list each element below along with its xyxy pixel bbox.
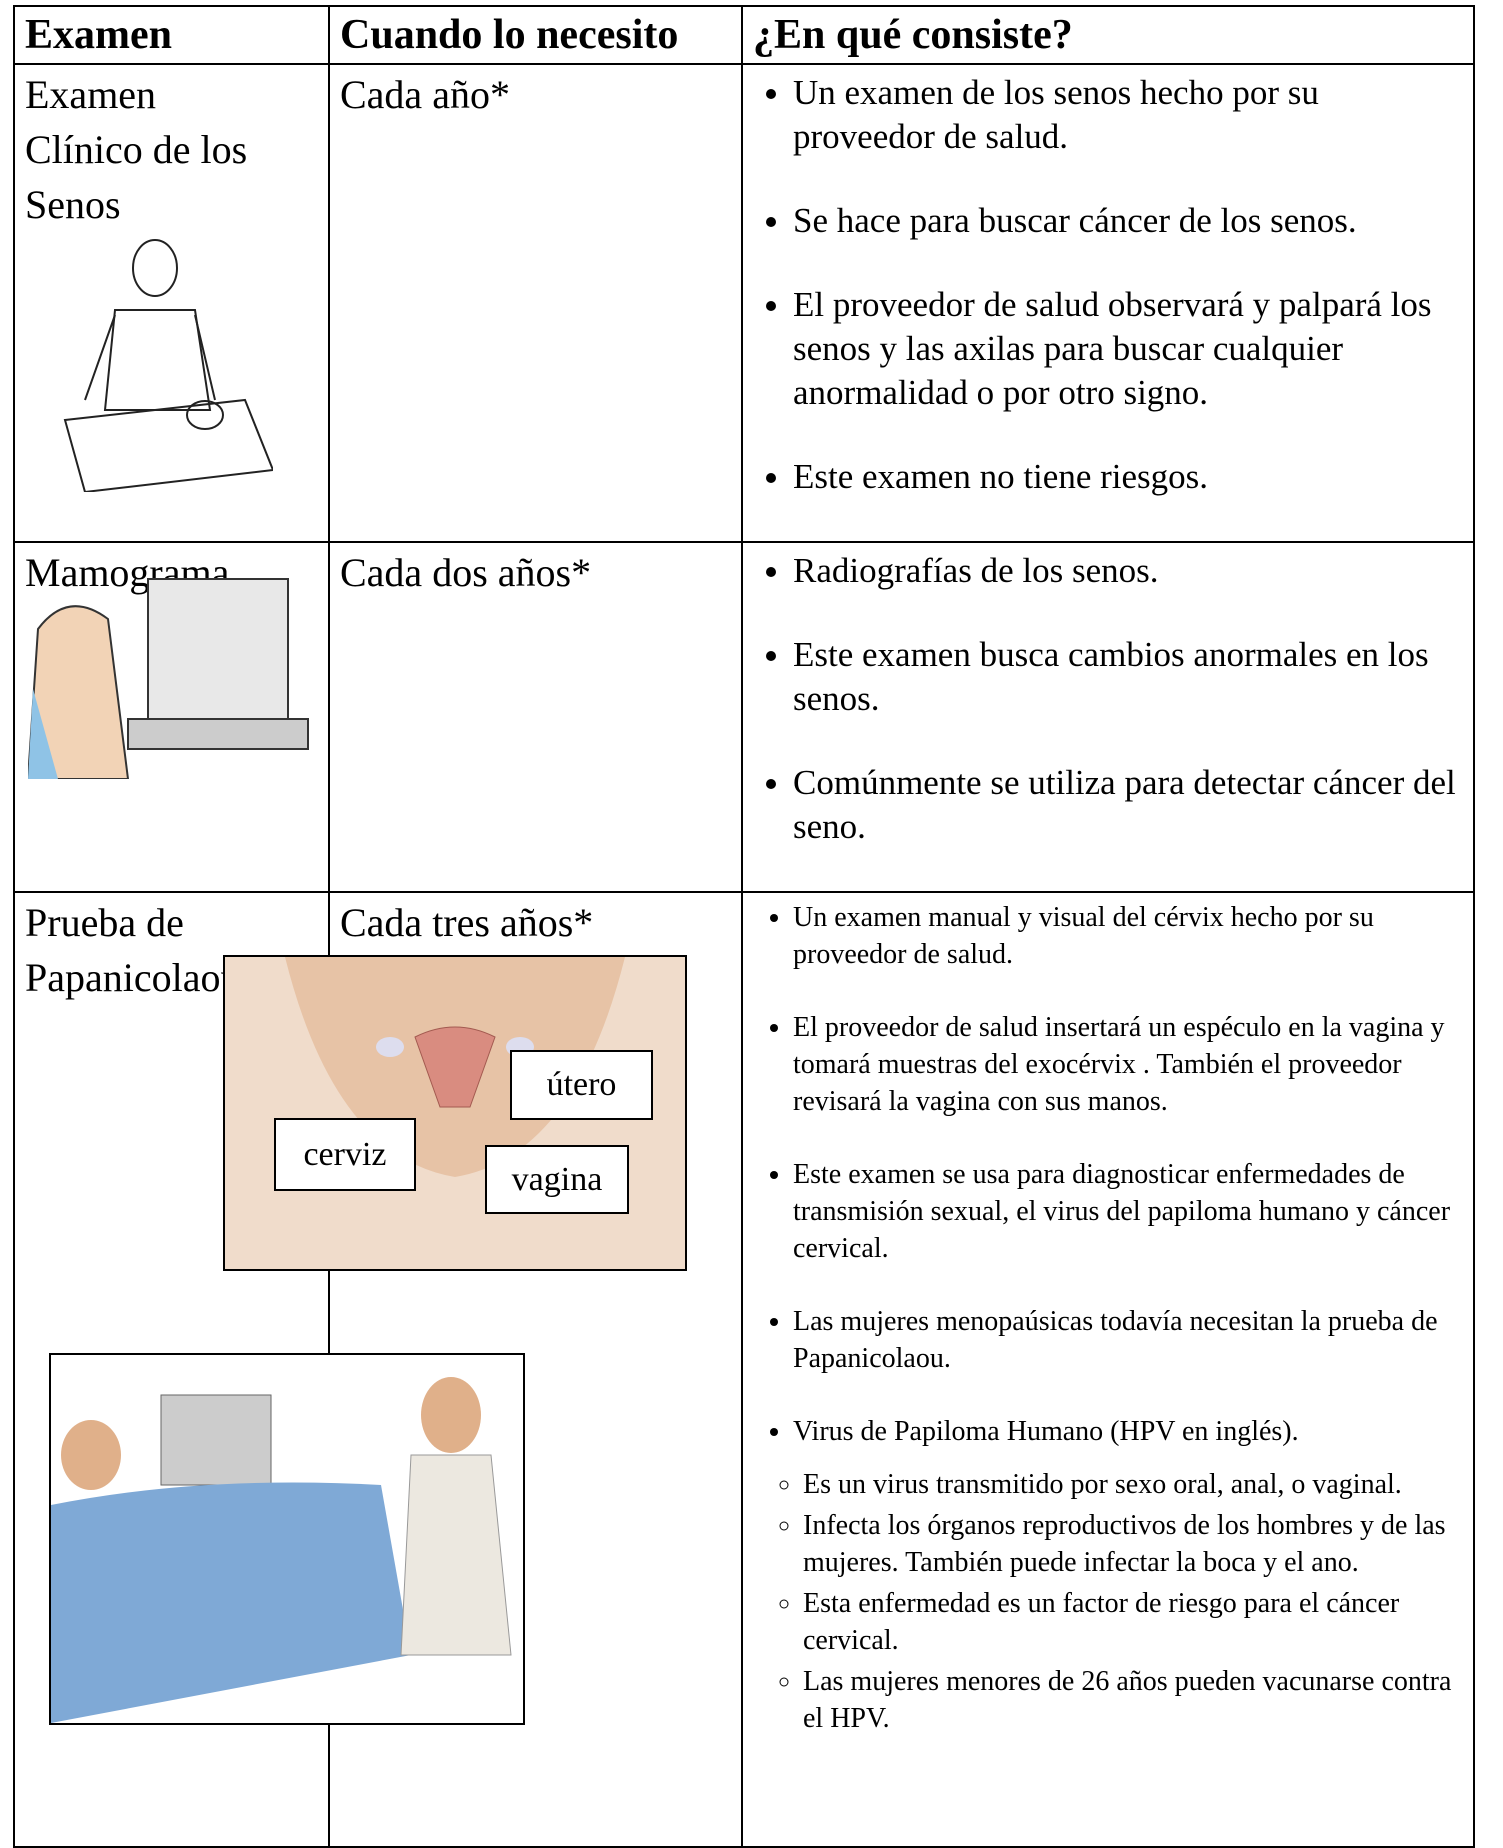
bullet-list: Un examen de los senos hecho por su prov… bbox=[753, 71, 1463, 499]
pelvic-exam-illustration bbox=[49, 1353, 525, 1725]
bullet: Un examen manual y visual del cérvix hec… bbox=[793, 899, 1463, 973]
bullet: Las mujeres menopaúsicas todavía necesit… bbox=[793, 1303, 1463, 1377]
bullet: El proveedor de salud observará y palpar… bbox=[793, 283, 1463, 415]
diagram-label: cerviz bbox=[274, 1118, 416, 1191]
row: Mamograma Cada dos años* Radiografías de… bbox=[13, 541, 1475, 893]
bullet: Un examen de los senos hecho por su prov… bbox=[793, 71, 1463, 159]
frequency-cell: Cada año* bbox=[328, 63, 743, 543]
row: Examen Clínico de los Senos Cada año* Un e… bbox=[13, 63, 1475, 543]
description-cell: Radiografías de los senos. Este examen b… bbox=[741, 541, 1475, 893]
bullet: Este examen busca cambios anormales en l… bbox=[793, 633, 1463, 721]
exam-line: Examen bbox=[25, 72, 157, 117]
bullet: Este examen no tiene riesgos. bbox=[793, 455, 1463, 499]
breast-exam-illustration bbox=[63, 239, 273, 492]
diagram-label: vagina bbox=[485, 1145, 629, 1214]
bullet: Este examen se usa para diagnosticar enf… bbox=[793, 1156, 1463, 1267]
exam-table: Examen Cuando lo necesito ¿En qué consis… bbox=[13, 5, 1475, 1848]
sub-bullet-list: Es un virus transmitido por sexo oral, a… bbox=[753, 1466, 1463, 1737]
header-cell: Cuando lo necesito bbox=[328, 5, 743, 65]
bullet: Virus de Papiloma Humano (HPV en inglés)… bbox=[793, 1413, 1463, 1450]
sub-bullet: Esta enfermedad es un factor de riesgo p… bbox=[803, 1585, 1463, 1659]
bullet-list: Radiografías de los senos. Este examen b… bbox=[753, 549, 1463, 849]
exam-line: Prueba de bbox=[25, 900, 184, 945]
exam-line: Papanicolaou bbox=[25, 955, 241, 1000]
mammogram-illustration bbox=[28, 578, 309, 779]
header-row: Examen Cuando lo necesito ¿En qué consis… bbox=[13, 5, 1475, 65]
sub-bullet: Infecta los órganos reproductivos de los… bbox=[803, 1507, 1463, 1581]
exam-line: Clínico de los bbox=[25, 127, 248, 172]
frequency-cell: Cada dos años* bbox=[328, 541, 743, 893]
page: Examen Cuando lo necesito ¿En qué consis… bbox=[0, 0, 1503, 1751]
sub-bullet: Las mujeres menores de 26 años pueden va… bbox=[803, 1663, 1463, 1737]
diagram-label: útero bbox=[510, 1050, 653, 1120]
bullet: Se hace para buscar cáncer de los senos. bbox=[793, 199, 1463, 243]
header-cell: ¿En qué consiste? bbox=[741, 5, 1475, 65]
description-cell: Un examen manual y visual del cérvix hec… bbox=[741, 891, 1475, 1848]
bullet-list: Un examen manual y visual del cérvix hec… bbox=[753, 899, 1463, 1450]
bullet: Radiografías de los senos. bbox=[793, 549, 1463, 593]
pelvic-exam-drawing bbox=[51, 1377, 512, 1723]
sub-bullet: Es un virus transmitido por sexo oral, a… bbox=[803, 1466, 1463, 1503]
description-cell: Un examen de los senos hecho por su prov… bbox=[741, 63, 1475, 543]
bullet: Comúnmente se utiliza para detectar cánc… bbox=[793, 761, 1463, 849]
exam-cell: Examen Clínico de los Senos bbox=[13, 63, 330, 543]
exam-line: Senos bbox=[25, 182, 121, 227]
header-cell: Examen bbox=[13, 5, 330, 65]
bullet: El proveedor de salud insertará un espéc… bbox=[793, 1009, 1463, 1120]
